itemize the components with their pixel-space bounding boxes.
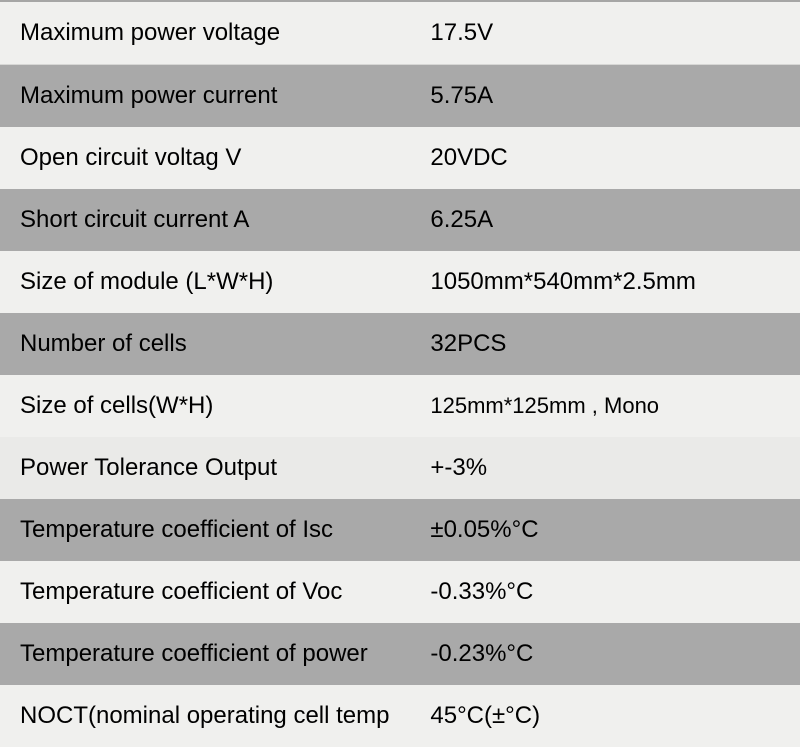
spec-row: Maximum power voltage17.5V bbox=[0, 0, 800, 65]
spec-row: Power Tolerance Output +-3% bbox=[0, 437, 800, 499]
spec-value: 45°C(±°C) bbox=[430, 702, 780, 730]
spec-label: Number of cells bbox=[20, 330, 430, 358]
spec-label: Open circuit voltag V bbox=[20, 144, 430, 172]
spec-row: Size of cells(W*H)125mm*125mm , Mono bbox=[0, 375, 800, 437]
spec-row: Maximum power current5.75A bbox=[0, 65, 800, 127]
spec-value: ±0.05%°C bbox=[430, 516, 780, 544]
spec-label: Temperature coefficient of power bbox=[20, 640, 430, 668]
spec-row: Open circuit voltag V20VDC bbox=[0, 127, 800, 189]
spec-value: 5.75A bbox=[430, 82, 780, 110]
spec-label: Maximum power current bbox=[20, 82, 430, 110]
spec-label: Size of cells(W*H) bbox=[20, 392, 430, 420]
spec-value: 20VDC bbox=[430, 144, 780, 172]
spec-row: Temperature coefficient of power-0.23%°C bbox=[0, 623, 800, 685]
spec-value: 125mm*125mm , Mono bbox=[430, 393, 780, 419]
spec-value: -0.33%°C bbox=[430, 578, 780, 606]
spec-row: Temperature coefficient of Isc±0.05%°C bbox=[0, 499, 800, 561]
spec-label: Size of module (L*W*H) bbox=[20, 268, 430, 296]
spec-label: Maximum power voltage bbox=[20, 19, 430, 47]
spec-label: Short circuit current A bbox=[20, 206, 430, 234]
spec-row: Number of cells32PCS bbox=[0, 313, 800, 375]
spec-value: 6.25A bbox=[430, 206, 780, 234]
spec-value: 32PCS bbox=[430, 330, 780, 358]
spec-row: Temperature coefficient of Voc -0.33%°C bbox=[0, 561, 800, 623]
spec-label: Temperature coefficient of Voc bbox=[20, 578, 430, 606]
spec-value: 17.5V bbox=[430, 19, 780, 47]
spec-label: Temperature coefficient of Isc bbox=[20, 516, 430, 544]
spec-row: Short circuit current A6.25A bbox=[0, 189, 800, 251]
spec-table: Maximum power voltage17.5VMaximum power … bbox=[0, 0, 800, 747]
spec-label: Power Tolerance Output bbox=[20, 454, 430, 482]
spec-value: -0.23%°C bbox=[430, 640, 780, 668]
spec-value: +-3% bbox=[430, 454, 780, 482]
spec-row: Size of module (L*W*H)1050mm*540mm*2.5mm bbox=[0, 251, 800, 313]
spec-row: NOCT(nominal operating cell temp45°C(±°C… bbox=[0, 685, 800, 747]
spec-value: 1050mm*540mm*2.5mm bbox=[430, 268, 780, 296]
spec-label: NOCT(nominal operating cell temp bbox=[20, 702, 430, 730]
